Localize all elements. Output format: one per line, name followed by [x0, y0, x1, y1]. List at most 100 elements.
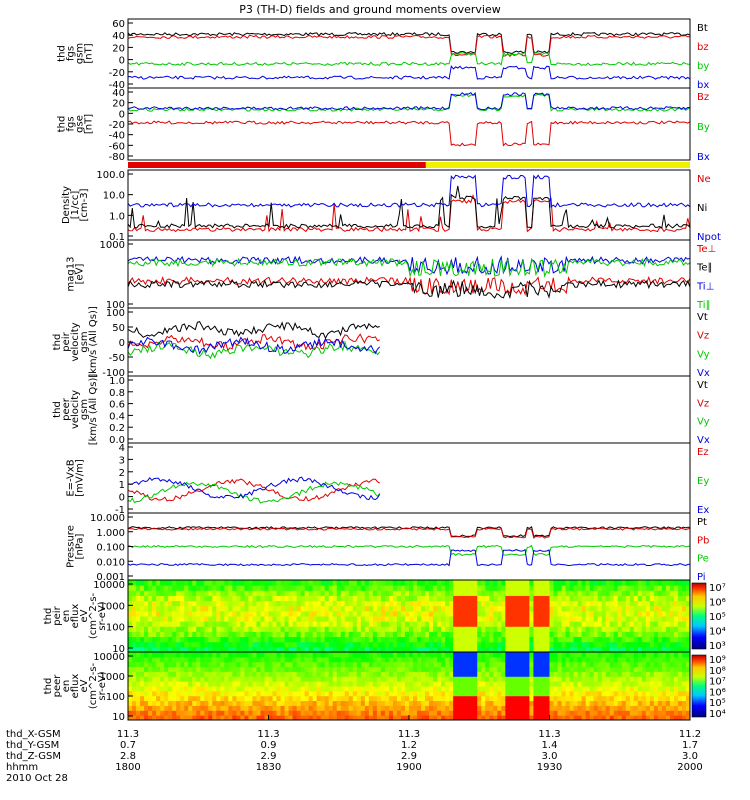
spectrogram-cell	[489, 585, 494, 591]
spectrogram-cell	[445, 626, 450, 632]
spectrogram-cell	[196, 710, 201, 716]
spectrogram-cell	[264, 646, 269, 653]
spectrogram-cell	[441, 626, 446, 632]
y-tick-label: 0.4	[109, 411, 125, 422]
spectrogram-cell	[613, 641, 619, 648]
spectrogram-cell	[557, 626, 563, 632]
spectrogram-cell	[577, 686, 583, 692]
spectrogram-cell	[541, 676, 546, 682]
spectrogram-cell	[228, 636, 233, 643]
spectrogram-cell	[485, 656, 490, 663]
spectrogram-cell	[332, 710, 338, 716]
spectrogram-cell	[425, 631, 430, 638]
spectrogram-cell	[284, 700, 290, 706]
spectrogram-cell	[449, 661, 454, 668]
spectrogram-cell	[176, 605, 181, 612]
spectrogram-cell	[140, 710, 145, 716]
spectrogram-cell	[300, 695, 306, 702]
spectrogram-cell	[545, 641, 550, 648]
spectrogram-cell	[601, 641, 607, 648]
spectrogram-cell	[677, 652, 683, 658]
spectrogram-cell	[417, 700, 422, 706]
spectrogram-cell	[312, 705, 318, 711]
spectrogram-cell	[505, 671, 510, 677]
time-axis-value: 2000	[677, 762, 702, 773]
spectrogram-cell	[561, 652, 567, 658]
spectrogram-cell	[128, 656, 133, 663]
spectrogram-cell	[577, 676, 583, 682]
spectrogram-cell	[204, 661, 209, 668]
spectrogram-cell	[489, 646, 494, 653]
spectrogram-cell	[368, 585, 374, 591]
spectrogram-cell	[613, 605, 619, 612]
spectrogram-cell	[609, 605, 615, 612]
spectrogram-cell	[529, 595, 534, 602]
spectrogram-cell	[340, 646, 346, 653]
spectrogram-cell	[260, 710, 265, 716]
spectrogram-cell	[569, 610, 575, 617]
spectrogram-cell	[509, 600, 514, 607]
spectrogram-cell	[517, 700, 522, 706]
spectrogram-cell	[180, 656, 185, 663]
spectrogram-cell	[252, 652, 257, 658]
spectrogram-cell	[160, 652, 165, 658]
spectrogram-cell	[617, 646, 623, 653]
spectrogram-cell	[356, 652, 362, 658]
spectrogram-cell	[152, 686, 157, 692]
spectrogram-cell	[545, 661, 550, 668]
spectrogram-cell	[445, 656, 450, 663]
y-tick-label: -40	[109, 80, 125, 91]
spectrogram-cell	[368, 686, 374, 692]
spectrogram-cell	[320, 646, 326, 653]
spectrogram-cell	[140, 641, 145, 648]
spectrogram-cell	[473, 621, 478, 627]
spectrogram-cell	[308, 661, 314, 668]
spectrogram-cell	[244, 652, 249, 658]
spectrogram-cell	[292, 590, 298, 596]
spectrogram-cell	[473, 700, 478, 706]
spectrogram-cell	[609, 690, 615, 697]
spectrogram-cell	[144, 626, 149, 632]
spectrogram-cell	[304, 676, 310, 682]
spectrogram-cell	[417, 631, 422, 638]
spectrogram-cell	[617, 661, 623, 668]
spectrogram-cell	[196, 590, 201, 596]
spectrogram-cell	[204, 631, 209, 638]
spectrogram-cell	[384, 641, 390, 648]
spectrogram-cell	[156, 595, 161, 602]
spectrogram-cell	[441, 671, 446, 677]
spectrogram-cell	[437, 641, 442, 648]
spectrogram-cell	[597, 646, 603, 653]
spectrogram-cell	[348, 681, 354, 687]
spectrogram-cell	[669, 605, 675, 612]
spectrogram-cell	[445, 605, 450, 612]
spectrogram-cell	[665, 686, 671, 692]
spectrogram-cell	[465, 610, 470, 617]
spectrogram-cell	[204, 626, 209, 632]
spectrogram-cell	[156, 621, 161, 627]
spectrogram-cell	[433, 585, 438, 591]
spectrogram-cell	[649, 646, 655, 653]
spectrogram-cell	[585, 580, 591, 586]
spectrogram-cell	[629, 580, 635, 586]
spectrogram-cell	[645, 661, 651, 668]
spectrogram-cell	[136, 681, 141, 687]
spectrogram-cell	[320, 580, 326, 586]
spectrogram-cell	[280, 695, 286, 702]
spectrogram-cell	[461, 661, 466, 668]
spectrogram-cell	[521, 585, 526, 591]
spectrogram-cell	[637, 595, 643, 602]
spectrogram-cell	[236, 705, 241, 711]
spectrogram-cell	[328, 585, 334, 591]
spectrogram-cell	[152, 700, 157, 706]
spectrogram-cells	[128, 580, 691, 653]
spectrogram-cell	[388, 681, 394, 687]
spectrogram-cell	[649, 590, 655, 596]
spectrogram-cell	[473, 641, 478, 648]
spectrogram-cell	[352, 666, 358, 672]
spectrogram-cell	[136, 605, 141, 612]
spectrogram-cell	[489, 715, 494, 721]
spectrogram-cell	[645, 700, 651, 706]
spectrogram-cell	[453, 600, 458, 607]
y-tick-label: 100	[106, 692, 125, 703]
